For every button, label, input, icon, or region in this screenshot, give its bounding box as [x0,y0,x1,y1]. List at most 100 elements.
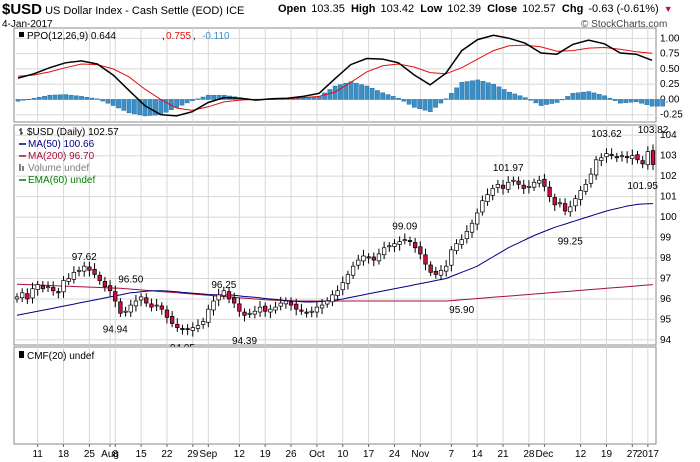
ppo-histogram-bar [607,98,613,100]
candle-body [521,184,526,189]
candle-body [506,181,511,190]
ppo-histogram-bar [110,99,116,106]
ppo-histogram-bar [153,99,158,116]
ppo-histogram-bar [491,83,496,100]
ppo-histogram-bar [528,99,533,101]
candle-body [247,312,252,315]
candle-body [190,327,195,331]
ma50-line [16,203,654,316]
x-tick-label: 8 [112,449,118,460]
candle-body [232,297,237,304]
candle-body [645,151,650,166]
ppo-histogram-bar [116,99,121,109]
candle-body [175,323,180,328]
candle-body [588,173,594,184]
ppo-legend-separator: , [162,31,165,42]
candle-body [557,202,563,205]
candle-body [128,304,133,313]
candle-body [500,184,506,189]
ppo-histogram-bar [200,96,206,100]
candle-body [164,309,170,318]
ppo-histogram-bar [195,98,201,100]
price-legend-item: Volume undef [28,163,89,174]
ohlc-bar-icon [19,128,23,135]
candle-body [273,306,278,311]
ppo-panel: 1.00 0.75 0.50 0.25 0.00 -0.25 PPO(12,26,9) 0.… [13,27,683,123]
candle-body [35,284,40,290]
exchange: ICE [226,5,245,17]
ppo-histogram-bar [63,94,69,100]
ppo-legend-histogram: -0.110 [202,31,230,42]
ppo-histogram-bar [353,82,359,100]
price-annotation: 95.90 [449,305,474,316]
price-annotation: 103.62 [591,129,622,140]
ppo-histogram-bar [190,99,195,101]
ppo-histogram-bar [649,99,655,107]
candle-body [433,270,438,275]
x-tick-label: 12 [234,449,246,460]
price-annotation: 96.25 [211,280,236,291]
candle-body [495,183,501,188]
candle-body [511,179,516,182]
price-y-tick-label: 94 [660,335,672,346]
price-legend-item: EMA(60) undef [28,175,95,186]
candle-body [159,305,164,310]
ppo-histogram-bar [380,92,386,100]
candle-body [185,328,190,331]
ppo-y-tick-label: 0.50 [660,64,680,75]
ppo-legend-separator: , [193,31,196,42]
candle-body [154,304,159,307]
candle-body [619,155,625,158]
candle-body [97,274,102,281]
price-y-tick-label: 97 [660,273,672,284]
x-tick-label: 12 [575,449,587,460]
ppo-histogram-bar [581,91,586,100]
ppo-histogram-bar [628,99,634,103]
price-annotation: 99.25 [558,236,583,247]
ma200-line [16,283,654,302]
x-tick-label: 26 [285,449,297,460]
candle-body [138,296,144,301]
ppo-histogram-bar [132,99,137,115]
ppo-histogram-bar [443,98,449,100]
ppo-histogram-bar [512,93,518,100]
candle-body [319,304,325,309]
candle-body [56,291,61,294]
candle-body [314,306,320,313]
chart-date: 4-Jan-2017 [2,19,53,30]
candle-body [335,290,340,297]
price-annotation: 99.09 [392,222,417,233]
candle-body [309,310,314,313]
x-tick-label: 14 [472,449,484,460]
ppo-histogram-bar [327,89,333,100]
candle-body [614,156,619,159]
candle-body [20,292,25,299]
ppo-histogram-bar [422,99,428,111]
candle-body [87,266,92,271]
candle-body [490,188,495,196]
price-panel: 104 103 102 101 100 99 98 97 96 95 94 97.62 96.50 94.… [13,124,677,354]
candle-body [216,294,221,301]
ppo-histogram-bar [596,94,602,100]
candle-body [226,291,232,300]
candle-body [133,300,139,307]
ppo-histogram-bar [623,99,629,103]
candle-body [583,183,588,192]
x-tick-label: 25 [84,449,96,460]
price-y-tick-label: 103 [660,151,677,162]
candle-body [485,194,490,202]
ppo-frame [13,27,657,123]
ppo-histogram-bar [433,99,438,108]
ppo-histogram-bar [517,95,523,100]
x-tick-label: 7 [449,449,455,460]
ppo-histogram-bar [549,99,555,104]
ppo-line [17,34,653,117]
ppo-histogram-bar [47,94,53,100]
candle-body [45,286,51,289]
candle-body [195,325,201,329]
candle-body [438,269,444,276]
high-value: 103.42 [380,3,415,15]
candle-body [459,239,464,245]
ppo-histogram-bar [533,99,539,104]
ppo-histogram-bar [126,99,132,114]
